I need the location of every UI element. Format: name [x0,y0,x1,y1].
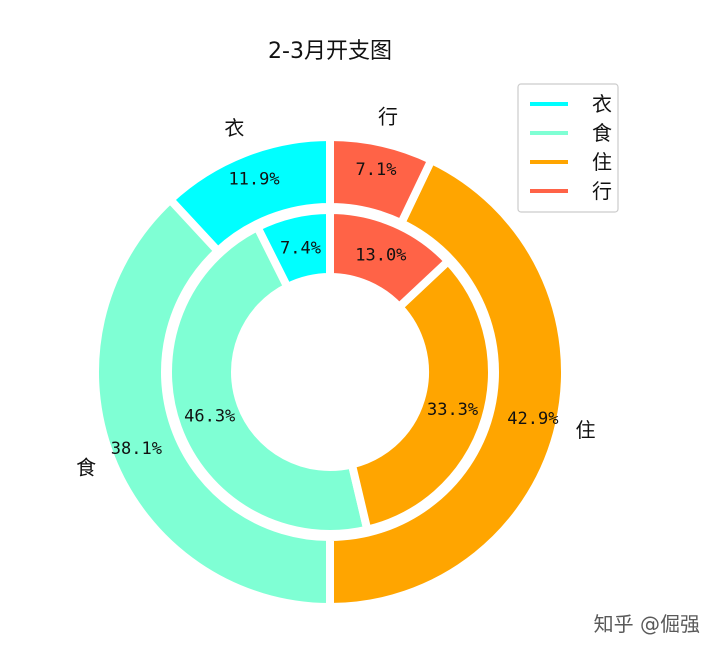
legend-label-3: 住 [592,150,612,174]
legend-label-2: 食 [592,121,612,145]
percent-labels: 11.9% 38.1% 42.9% 7.1% 7.4% 46.3% 33.3% 13.0% [111,160,559,459]
inner-slice-2 [164,221,373,538]
chart-title: 2-3月开支图 [268,39,392,64]
inner-ring [164,205,496,538]
category-label-3: 住 [576,418,596,442]
inner-slice-4 [326,205,454,313]
legend-label-1: 衣 [592,92,612,116]
category-label-2: 食 [76,456,96,480]
outer-slice-label-3: 42.9% [507,409,558,429]
category-label-1: 衣 [224,116,244,140]
inner-slice-label-3: 33.3% [427,400,478,420]
legend-frame [517,83,619,213]
outer-slice-label-1: 11.9% [228,169,279,189]
inner-slice-label-2: 46.3% [184,407,235,427]
inner-slice-label-4: 13.0% [355,246,406,266]
outer-slice-label-4: 7.1% [356,160,397,180]
category-label-4: 行 [378,104,398,128]
inner-slice-3 [347,255,496,535]
watermark: 知乎 @倔强 [594,612,700,636]
inner-slice-label-1: 7.4% [280,238,321,258]
outer-slice-label-2: 38.1% [111,439,162,459]
category-labels: 衣食 住 行 [76,104,595,479]
legend-label-4: 行 [592,179,612,203]
